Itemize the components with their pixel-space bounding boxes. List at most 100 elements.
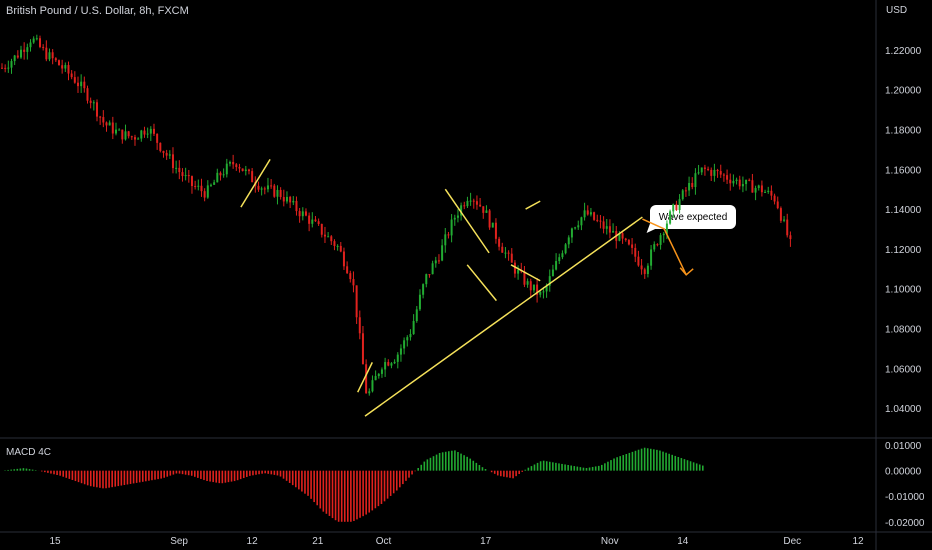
- candle-body: [270, 185, 273, 187]
- candle-body: [703, 167, 706, 169]
- candle-body: [333, 241, 336, 247]
- candle-body: [634, 247, 637, 257]
- candle-body: [7, 67, 10, 69]
- candle-body: [653, 244, 656, 250]
- candle-body: [494, 222, 497, 239]
- candle-body: [355, 285, 358, 318]
- price-tick-label: 1.22000: [885, 46, 922, 57]
- candle-body: [710, 169, 713, 176]
- candle-body: [637, 256, 640, 266]
- candle-body: [624, 238, 627, 241]
- candle-body: [491, 222, 494, 228]
- candle-body: [450, 219, 453, 236]
- candle-body: [380, 369, 383, 374]
- candle-body: [4, 67, 7, 69]
- pattern-trendline: [240, 158, 271, 208]
- time-tick-label: 14: [677, 536, 689, 547]
- candle-body: [23, 49, 26, 52]
- candle-body: [266, 185, 269, 190]
- candle-body: [235, 164, 238, 168]
- candle-body: [656, 244, 659, 246]
- candle-body: [646, 265, 649, 274]
- candle-body: [577, 225, 580, 228]
- candle-body: [146, 133, 149, 135]
- candle-body: [713, 169, 716, 176]
- candle-body: [304, 211, 307, 216]
- candle-body: [162, 150, 165, 153]
- candle-body: [716, 169, 719, 172]
- candle-body: [251, 171, 254, 183]
- candle-body: [187, 175, 190, 177]
- candle-body: [387, 362, 390, 366]
- candle-body: [444, 234, 447, 246]
- candle-body: [545, 285, 548, 292]
- candle-body: [70, 73, 73, 78]
- candle-body: [219, 172, 222, 176]
- candle-body: [105, 122, 108, 126]
- candle-body: [437, 260, 440, 262]
- candle-body: [460, 205, 463, 216]
- candle-body: [73, 77, 76, 83]
- candle-body: [32, 38, 35, 43]
- candle-body: [175, 167, 178, 169]
- candle-body: [403, 340, 406, 349]
- candle-body: [760, 185, 763, 193]
- candle-body: [26, 47, 29, 52]
- candle-body: [770, 190, 773, 196]
- candle-body: [238, 167, 241, 169]
- candle-body: [19, 49, 22, 58]
- candle-body: [640, 265, 643, 270]
- candle-body: [570, 228, 573, 238]
- candle-body: [156, 133, 159, 143]
- candle-body: [593, 212, 596, 220]
- candle-body: [194, 186, 197, 188]
- candle-body: [137, 138, 140, 140]
- candle-body: [29, 42, 32, 48]
- candle-body: [361, 333, 364, 365]
- candle-body: [390, 363, 393, 366]
- candle-body: [289, 196, 292, 203]
- candle-body: [501, 246, 504, 253]
- candle-body: [232, 161, 235, 165]
- candle-body: [662, 233, 665, 236]
- candle-body: [244, 169, 247, 172]
- candle-body: [38, 38, 41, 47]
- candle-body: [789, 235, 792, 240]
- candle-body: [586, 210, 589, 215]
- candle-body: [260, 188, 263, 190]
- candle-body: [428, 274, 431, 276]
- candle-body: [42, 46, 45, 48]
- candle-body: [631, 244, 634, 248]
- candle-body: [121, 129, 124, 140]
- candle-body: [422, 284, 425, 295]
- candle-body: [472, 200, 475, 202]
- forecast-arrowhead: [679, 267, 694, 276]
- candle-body: [409, 334, 412, 338]
- candle-body: [697, 172, 700, 174]
- time-tick-label: Nov: [601, 536, 619, 547]
- candle-body: [669, 211, 672, 224]
- candle-body: [539, 291, 542, 295]
- pattern-trendline: [466, 264, 497, 302]
- candle-body: [456, 215, 459, 218]
- candle-body: [222, 174, 225, 176]
- candle-body: [729, 179, 732, 184]
- candle-body: [200, 185, 203, 192]
- candle-body: [741, 184, 744, 187]
- candle-body: [608, 226, 611, 233]
- candle-body: [406, 337, 409, 341]
- candle-body: [241, 168, 244, 172]
- candle-body: [425, 274, 428, 285]
- candle-body: [225, 163, 228, 175]
- chart-title: British Pound / U.S. Dollar, 8h, FXCM: [6, 5, 189, 17]
- candle-body: [314, 219, 317, 222]
- candle-body: [203, 191, 206, 198]
- candle-body: [754, 188, 757, 193]
- candle-body: [602, 221, 605, 229]
- candle-body: [311, 219, 314, 224]
- candle-body: [114, 129, 117, 134]
- candle-body: [441, 245, 444, 261]
- candle-body: [748, 179, 751, 181]
- candle-body: [745, 179, 748, 185]
- candle-body: [368, 391, 371, 394]
